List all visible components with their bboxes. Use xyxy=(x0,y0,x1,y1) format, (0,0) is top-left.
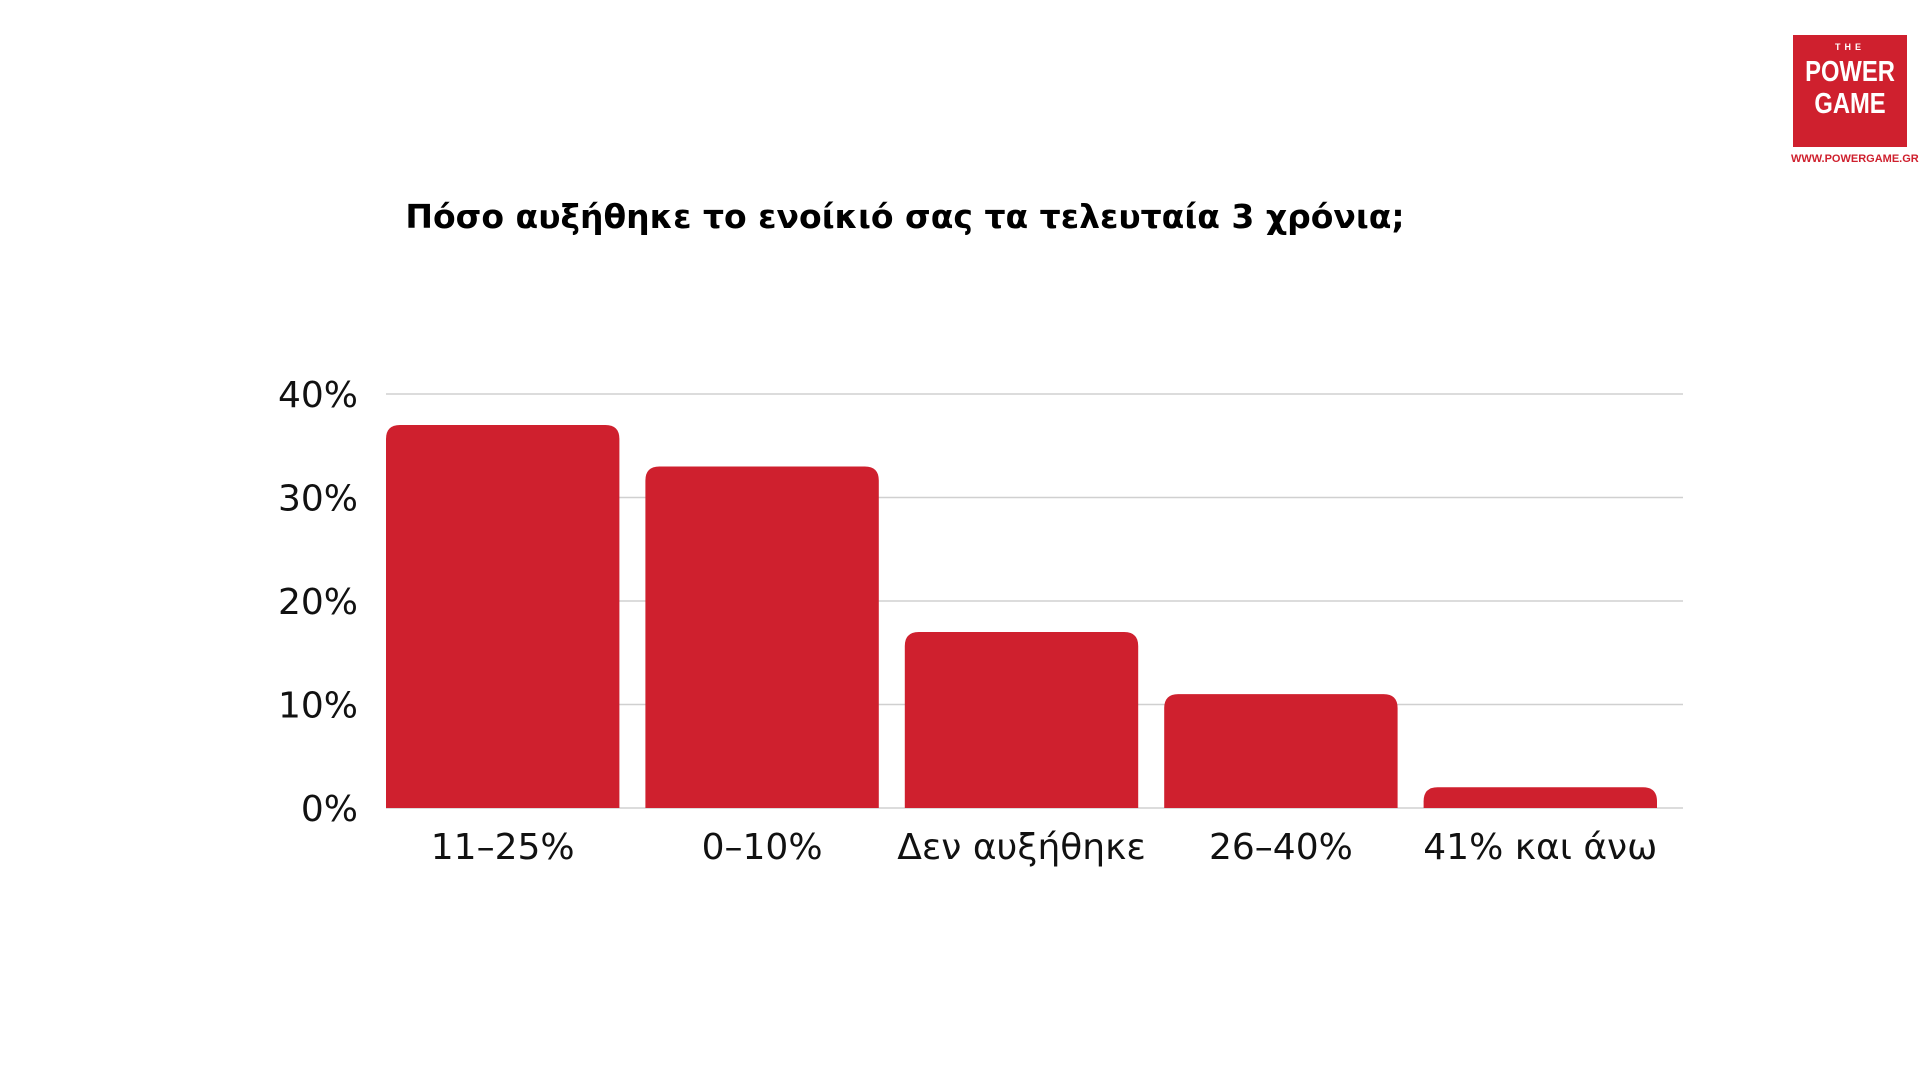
bar xyxy=(1423,787,1657,808)
logo-badge: THE POWER GAME xyxy=(1793,35,1907,147)
y-tick-label: 10% xyxy=(278,686,358,727)
bar xyxy=(386,425,620,808)
power-game-logo: THE POWER GAME WWW.POWERGAME.GR xyxy=(1791,35,1919,167)
x-tick-label: 26–40% xyxy=(1209,827,1353,868)
bar xyxy=(645,466,879,808)
x-axis-ticks: 11–25% 0–10% Δεν αυξήθηκε 26–40% 41% και άνω xyxy=(431,827,1658,868)
y-axis-ticks: 0% 10% 20% 30% 40% xyxy=(278,375,358,830)
chart-title: Πόσο αυξήθηκε το ενοίκιό σας τα τελευταί… xyxy=(405,197,1405,236)
y-tick-label: 0% xyxy=(301,789,358,830)
x-tick-label: 11–25% xyxy=(431,827,575,868)
bar xyxy=(1164,694,1398,808)
x-tick-label: Δεν αυξήθηκε xyxy=(897,827,1146,868)
y-tick-label: 40% xyxy=(278,375,358,416)
logo-power-text: POWER xyxy=(1805,56,1895,88)
x-tick-label: 0–10% xyxy=(702,827,823,868)
y-tick-label: 20% xyxy=(278,582,358,623)
logo-url-text: WWW.POWERGAME.GR xyxy=(1791,153,1919,165)
bars xyxy=(386,425,1657,808)
logo-the-text: THE xyxy=(1835,42,1865,52)
x-tick-label: 41% και άνω xyxy=(1423,827,1657,868)
bar xyxy=(904,632,1139,808)
y-tick-label: 30% xyxy=(278,479,358,520)
logo-game-text: GAME xyxy=(1814,88,1886,120)
